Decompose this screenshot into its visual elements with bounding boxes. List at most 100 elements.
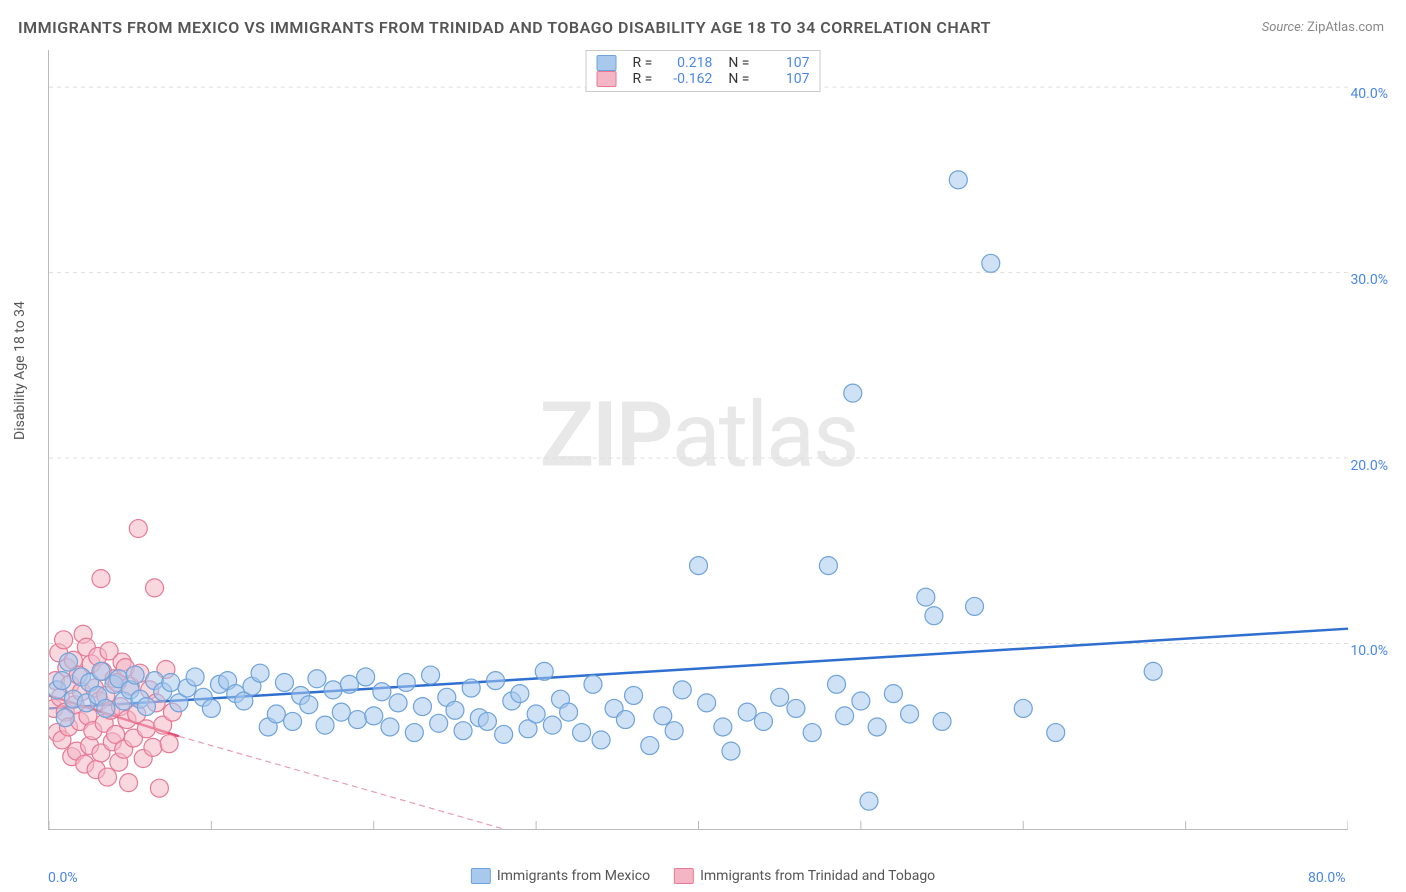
x-tick-label: 80.0% bbox=[1308, 870, 1346, 886]
data-point bbox=[738, 703, 756, 721]
series-swatch bbox=[471, 868, 491, 884]
data-point bbox=[925, 607, 943, 625]
data-point bbox=[137, 698, 155, 716]
data-point bbox=[300, 696, 318, 714]
y-axis-label: Disability Age 18 to 34 bbox=[12, 301, 28, 440]
data-point bbox=[495, 725, 513, 743]
data-point bbox=[641, 737, 659, 755]
data-point bbox=[146, 579, 164, 597]
data-point bbox=[803, 724, 821, 742]
n-label: N = bbox=[728, 55, 749, 71]
data-point bbox=[1144, 662, 1162, 680]
legend-label: Immigrants from Trinidad and Tobago bbox=[700, 868, 935, 884]
correlation-stats-box: R = 0.218 N = 107R = -0.162 N = 107 bbox=[586, 50, 821, 92]
data-point bbox=[202, 699, 220, 717]
data-point bbox=[584, 675, 602, 693]
data-point bbox=[422, 666, 440, 684]
data-point bbox=[949, 171, 967, 189]
source-value: ZipAtlas.com bbox=[1307, 20, 1384, 35]
data-point bbox=[527, 705, 545, 723]
series-swatch bbox=[597, 71, 617, 87]
data-point bbox=[722, 742, 740, 760]
r-value: 0.218 bbox=[660, 55, 712, 71]
data-point bbox=[97, 699, 115, 717]
data-point bbox=[836, 707, 854, 725]
data-point bbox=[860, 792, 878, 810]
r-value: -0.162 bbox=[660, 71, 712, 87]
data-point bbox=[137, 720, 155, 738]
data-point bbox=[917, 588, 935, 606]
data-point bbox=[324, 681, 342, 699]
data-point bbox=[771, 688, 789, 706]
data-point bbox=[1047, 724, 1065, 742]
n-label: N = bbox=[728, 71, 749, 87]
data-point bbox=[373, 683, 391, 701]
y-tick-label: 30.0% bbox=[1350, 272, 1388, 288]
data-point bbox=[819, 557, 837, 575]
y-tick-label: 10.0% bbox=[1350, 643, 1388, 659]
stats-row: R = 0.218 N = 107 bbox=[597, 55, 810, 71]
data-point bbox=[714, 718, 732, 736]
data-point bbox=[787, 699, 805, 717]
series-swatch bbox=[597, 55, 617, 71]
data-point bbox=[186, 668, 204, 686]
y-tick-label: 40.0% bbox=[1350, 86, 1388, 102]
plot-area: ZIPatlas bbox=[48, 50, 1348, 830]
legend-item: Immigrants from Mexico bbox=[471, 868, 650, 884]
data-point bbox=[413, 698, 431, 716]
stats-row: R =-0.162N =107 bbox=[597, 71, 810, 87]
r-label: R = bbox=[633, 55, 653, 71]
source-label: Source: bbox=[1262, 20, 1304, 35]
data-point bbox=[162, 673, 180, 691]
data-point bbox=[267, 705, 285, 723]
data-point bbox=[560, 703, 578, 721]
series-legend: Immigrants from Mexico Immigrants from Tr… bbox=[471, 868, 935, 884]
data-point bbox=[592, 731, 610, 749]
data-point bbox=[92, 570, 110, 588]
data-point bbox=[332, 703, 350, 721]
x-tick-label: 0.0% bbox=[48, 870, 78, 886]
data-point bbox=[616, 711, 634, 729]
n-value: 107 bbox=[757, 55, 809, 71]
series-swatch bbox=[674, 868, 694, 884]
data-point bbox=[389, 694, 407, 712]
data-point bbox=[98, 768, 116, 786]
data-point bbox=[316, 716, 334, 734]
data-point bbox=[665, 722, 683, 740]
plot-svg bbox=[49, 50, 1348, 829]
data-point bbox=[284, 712, 302, 730]
data-point bbox=[53, 672, 71, 690]
data-point bbox=[478, 712, 496, 730]
data-point bbox=[56, 709, 74, 727]
data-point bbox=[852, 692, 870, 710]
data-point bbox=[487, 672, 505, 690]
data-point bbox=[654, 707, 672, 725]
data-point bbox=[462, 679, 480, 697]
data-point bbox=[349, 711, 367, 729]
n-value: 107 bbox=[757, 71, 809, 87]
data-point bbox=[150, 779, 168, 797]
data-point bbox=[251, 664, 269, 682]
data-point bbox=[982, 254, 1000, 272]
data-point bbox=[573, 724, 591, 742]
source-attribution: Source: ZipAtlas.com bbox=[1262, 20, 1384, 35]
data-point bbox=[126, 666, 144, 684]
data-point bbox=[129, 520, 147, 538]
data-point bbox=[275, 673, 293, 691]
data-point bbox=[690, 557, 708, 575]
data-point bbox=[1014, 699, 1032, 717]
legend-item: Immigrants from Trinidad and Tobago bbox=[674, 868, 935, 884]
data-point bbox=[828, 675, 846, 693]
data-point bbox=[308, 670, 326, 688]
data-point bbox=[454, 722, 472, 740]
data-point bbox=[884, 685, 902, 703]
chart-title: IMMIGRANTS FROM MEXICO VS IMMIGRANTS FRO… bbox=[18, 18, 991, 37]
data-point bbox=[55, 631, 73, 649]
data-point bbox=[446, 701, 464, 719]
data-point bbox=[120, 774, 138, 792]
data-point bbox=[933, 712, 951, 730]
data-point bbox=[868, 718, 886, 736]
data-point bbox=[365, 707, 383, 725]
data-point bbox=[59, 653, 77, 671]
legend-label: Immigrants from Mexico bbox=[497, 868, 650, 884]
